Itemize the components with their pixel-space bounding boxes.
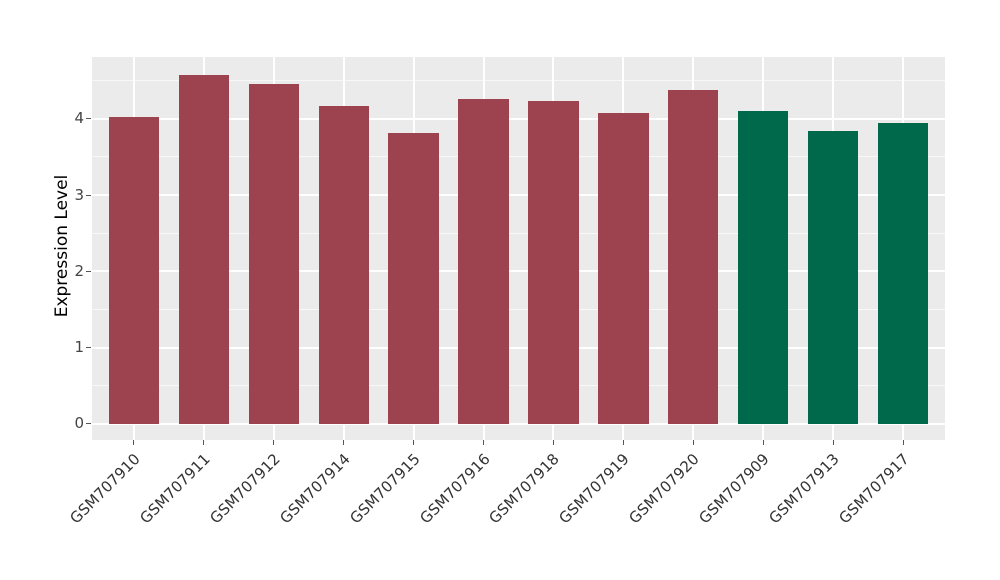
- bar-GSM707913: [807, 131, 859, 424]
- gridline-major-y: [92, 346, 945, 349]
- gridline-minor-y: [92, 156, 945, 158]
- gridline-major-y: [92, 194, 945, 197]
- gridline-minor-y: [92, 80, 945, 82]
- bar-GSM707911: [178, 74, 230, 424]
- bar-GSM707917: [877, 122, 929, 424]
- x-tick-mark: [902, 440, 904, 445]
- gridline-major-y: [92, 422, 945, 425]
- y-tick-mark: [86, 347, 91, 349]
- bar-GSM707912: [248, 84, 299, 424]
- x-tick-mark: [413, 440, 415, 445]
- plot-panel: [92, 57, 945, 440]
- bar-GSM707910: [108, 117, 160, 424]
- bar-GSM707920: [668, 89, 719, 424]
- y-tick-mark: [86, 423, 91, 425]
- x-tick-mark: [483, 440, 485, 445]
- x-tick-mark: [343, 440, 345, 445]
- bar-GSM707919: [598, 112, 649, 424]
- y-tick-mark: [86, 194, 91, 196]
- x-tick-mark: [203, 440, 205, 445]
- x-tick-mark: [762, 440, 764, 445]
- x-tick-mark: [273, 440, 275, 445]
- gridline-minor-y: [92, 385, 945, 387]
- bar-GSM707918: [528, 101, 579, 424]
- gridline-major-y: [92, 270, 945, 273]
- y-tick-mark: [86, 118, 91, 120]
- y-tick-label: 1: [74, 338, 84, 357]
- y-tick-label: 3: [74, 185, 84, 204]
- x-tick-mark: [692, 440, 694, 445]
- y-tick-label: 0: [74, 414, 84, 433]
- y-tick-label: 2: [74, 261, 84, 280]
- bar-GSM707915: [388, 133, 439, 424]
- x-tick-mark: [832, 440, 834, 445]
- bar-GSM707916: [458, 98, 509, 424]
- x-tick-mark: [552, 440, 554, 445]
- bar-GSM707909: [738, 111, 789, 424]
- gridline-major-y: [92, 117, 945, 120]
- y-tick-label: 4: [74, 109, 84, 128]
- gridline-minor-y: [92, 232, 945, 234]
- gridline-minor-y: [92, 309, 945, 311]
- x-tick-mark: [133, 440, 135, 445]
- bar-GSM707914: [318, 105, 369, 424]
- y-tick-mark: [86, 270, 91, 272]
- x-tick-mark: [622, 440, 624, 445]
